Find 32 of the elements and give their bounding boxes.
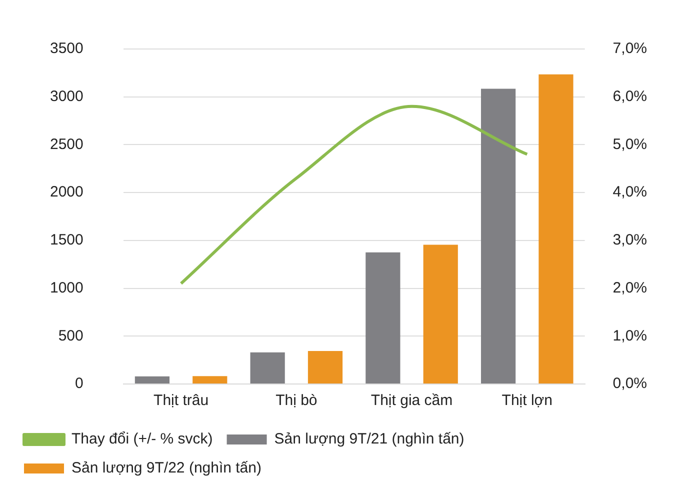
y-tick-label: 3500 — [50, 40, 84, 58]
x-tick-label: Thịt trâu — [154, 392, 209, 410]
y-tick-label: 0 — [75, 375, 84, 392]
y-tick-label: 500 — [58, 327, 84, 344]
y2-tick-label: 4,0% — [612, 184, 648, 201]
bar — [366, 252, 400, 384]
y2-tick-label: 3,0% — [612, 232, 648, 249]
bar — [192, 376, 228, 384]
y2-tick-label: 7,0% — [612, 40, 648, 58]
y-tick-label: 1500 — [50, 232, 84, 249]
line-series — [180, 104, 529, 285]
y2-tick-label: 5,0% — [612, 136, 648, 153]
legend-label: Sản lượng 9T/22 (nghìn tấn) — [72, 460, 262, 477]
bar — [308, 350, 343, 384]
x-tick-label: Thịt lợn — [502, 392, 552, 410]
y-tick-label: 3000 — [50, 88, 84, 105]
legend-label: Thay đổi (+/- % svck) — [72, 430, 213, 448]
y-tick-label: 2000 — [50, 184, 84, 201]
y2-tick-label: 0,0% — [612, 375, 648, 392]
y-tick-label: 2500 — [50, 136, 84, 153]
y-tick-label: 1000 — [50, 279, 84, 296]
x-tick-label: Thịt gia cầm — [370, 392, 453, 410]
y2-tick-label: 1,0% — [612, 327, 648, 344]
bar — [423, 244, 458, 384]
legend-label: Sản lượng 9T/21 (nghìn tấn) — [274, 430, 464, 448]
bar — [538, 74, 574, 384]
bar — [134, 376, 170, 384]
bar — [480, 88, 516, 384]
bar — [250, 352, 285, 384]
y2-tick-label: 2,0% — [612, 279, 648, 296]
x-tick-label: Thị bò — [276, 392, 318, 410]
y2-tick-label: 6,0% — [612, 88, 648, 105]
